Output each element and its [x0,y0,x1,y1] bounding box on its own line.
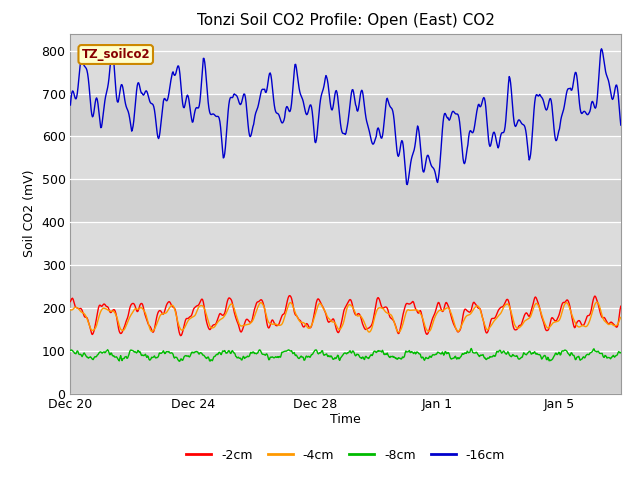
Y-axis label: Soil CO2 (mV): Soil CO2 (mV) [23,170,36,257]
Text: TZ_soilco2: TZ_soilco2 [81,48,150,61]
Legend: -2cm, -4cm, -8cm, -16cm: -2cm, -4cm, -8cm, -16cm [181,444,510,467]
Bar [70,265,621,308]
Bar [70,351,621,394]
Bar [70,180,621,222]
X-axis label: Time: Time [330,413,361,426]
Bar [70,94,621,136]
Title: Tonzi Soil CO2 Profile: Open (East) CO2: Tonzi Soil CO2 Profile: Open (East) CO2 [196,13,495,28]
